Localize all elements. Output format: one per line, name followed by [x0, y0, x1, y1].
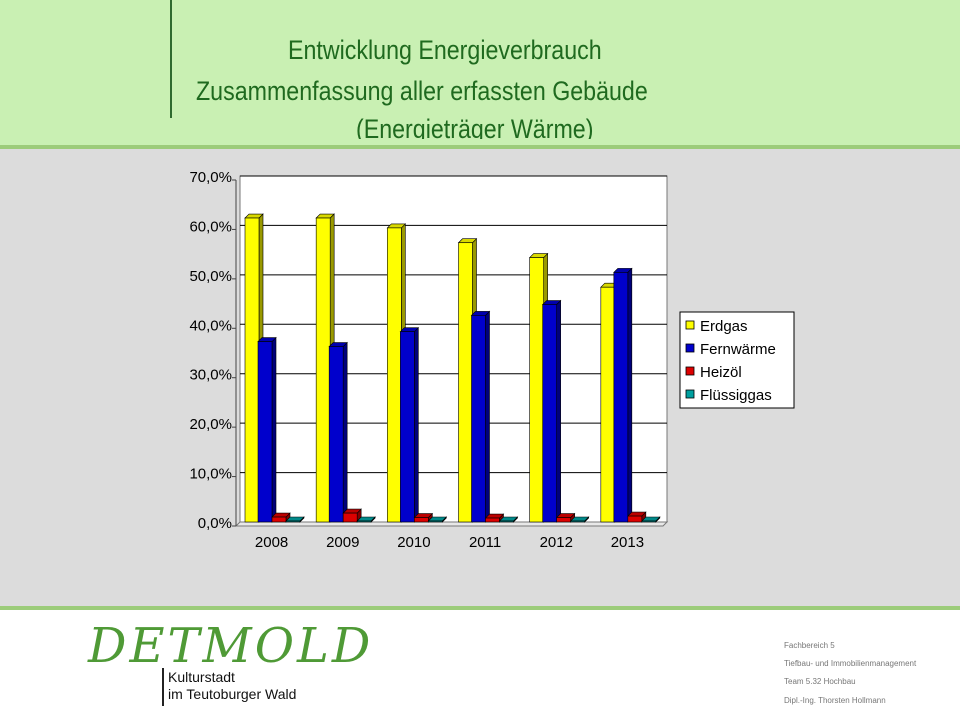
bar-flüssiggas-2012 [570, 520, 585, 523]
x-tick-label: 2012 [540, 534, 573, 551]
credit-line-2: Tiefbau- und Immobilienmanagement [784, 659, 917, 668]
x-tick-label: 2008 [255, 534, 288, 551]
y-tick-label: 30,0% [189, 367, 232, 384]
bar-flüssiggas-2013 [641, 520, 657, 523]
bar-side [485, 310, 490, 523]
logo-divider [162, 668, 164, 706]
bar-erdgas-2011 [458, 242, 473, 523]
credit-line-1: Fachbereich 5 [784, 641, 835, 650]
legend-label: Flüssiggas [700, 387, 772, 404]
energy-chart: 0,0% 10,0% 20,0% 30,0% 40,0% 50,0% 60,0% 70,0% 2… [189, 169, 795, 551]
logo-subtitle-2: im Teutoburger Wald [168, 686, 297, 702]
bar-fernwärme-2008 [257, 341, 273, 523]
bar-fernwärme-2013 [613, 272, 629, 523]
bar-flüssiggas-2008 [285, 520, 301, 523]
content-separator [0, 606, 960, 610]
bar-erdgas-2013 [600, 286, 616, 523]
legend-swatch-fernwärme [685, 343, 695, 353]
bar-erdgas-2008 [244, 217, 260, 523]
credit-line-4: Dipl.-Ing. Thorsten Hollmann [784, 696, 886, 705]
y-tick-label: 50,0% [189, 268, 232, 285]
legend-swatch-flüssiggas [685, 389, 695, 399]
title-line-3: (Energieträger Wärme) [356, 114, 594, 139]
legend-label: Fernwärme [700, 341, 776, 358]
header-divider [170, 0, 172, 118]
detmold-logo: DETMOLD [88, 618, 374, 674]
y-tick-label: 70,0% [189, 169, 232, 186]
chart-area: 0,0% 10,0% 20,0% 30,0% 40,0% 50,0% 60,0% 70,0% 2… [0, 149, 960, 606]
y-tick-label: 40,0% [189, 317, 232, 334]
legend-swatch-heizöl [685, 366, 695, 376]
plot-floor [234, 521, 669, 527]
bar-heizöl-2010 [414, 517, 429, 523]
bar-side [271, 336, 277, 523]
bar-heizöl-2011 [485, 517, 500, 523]
bar-heizöl-2009 [342, 512, 358, 523]
x-tick-label: 2011 [469, 534, 501, 551]
bar-fernwärme-2009 [328, 346, 344, 523]
bar-flüssiggas-2009 [356, 520, 372, 523]
legend-label: Erdgas [700, 318, 748, 335]
bar-fernwärme-2010 [400, 331, 415, 523]
title-line-1: Entwicklung Energieverbrauch [288, 35, 602, 65]
credit-line-3: Team 5.32 Hochbau [784, 677, 856, 686]
logo-subtitle-1: Kulturstadt [168, 669, 235, 685]
legend-label: Heizöl [700, 364, 742, 381]
bar-erdgas-2010 [387, 227, 402, 523]
bar-side [342, 341, 348, 523]
y-tick-label: 10,0% [189, 466, 232, 483]
x-tick-label: 2009 [326, 534, 359, 551]
y-tick-label: 0,0% [198, 515, 232, 532]
legend-swatch-erdgas [685, 320, 695, 330]
title-line-2: Zusammenfassung aller erfassten Gebäude [196, 76, 648, 106]
header-separator [0, 145, 960, 149]
y-tick-label: 60,0% [189, 218, 232, 235]
bar-erdgas-2012 [529, 257, 544, 523]
bar-flüssiggas-2011 [499, 520, 514, 523]
bar-flüssiggas-2010 [428, 520, 443, 523]
legend-box [679, 311, 795, 409]
bar-fernwärme-2012 [542, 304, 557, 523]
bar-side [414, 326, 419, 523]
header-band [0, 0, 960, 145]
x-tick-label: 2013 [611, 534, 644, 551]
bar-fernwärme-2011 [471, 315, 486, 523]
bar-heizöl-2012 [556, 517, 571, 523]
x-tick-label: 2010 [397, 534, 430, 551]
y-tick-label: 20,0% [189, 416, 232, 433]
footer [0, 610, 960, 720]
bar-side [627, 267, 633, 523]
bar-erdgas-2009 [315, 217, 331, 523]
plot-background [239, 175, 668, 523]
bar-heizöl-2013 [627, 515, 643, 523]
bar-heizöl-2008 [271, 516, 287, 523]
bar-side [556, 299, 561, 523]
